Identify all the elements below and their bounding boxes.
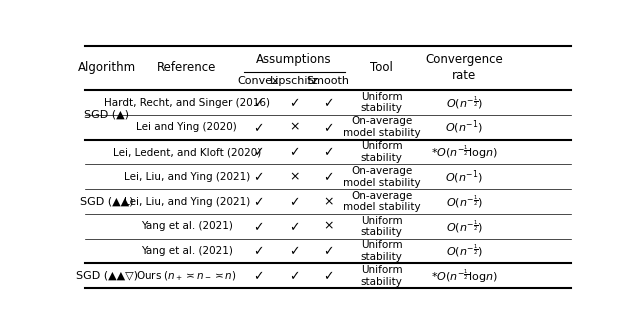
Text: $\checkmark$: $\checkmark$: [289, 220, 300, 233]
Text: $\checkmark$: $\checkmark$: [289, 195, 300, 208]
Text: Assumptions: Assumptions: [255, 53, 331, 65]
Text: SGD (▲▲▽): SGD (▲▲▽): [76, 271, 138, 281]
Text: $\checkmark$: $\checkmark$: [323, 244, 333, 258]
Text: $\times$: $\times$: [323, 220, 333, 233]
Text: $O(n^{-\frac{1}{2}})$: $O(n^{-\frac{1}{2}})$: [445, 243, 483, 260]
Text: $\checkmark$: $\checkmark$: [253, 145, 264, 159]
Text: $\checkmark$: $\checkmark$: [289, 244, 300, 258]
Text: $O(n^{-1})$: $O(n^{-1})$: [445, 118, 483, 136]
Text: Lei and Ying (2020): Lei and Ying (2020): [136, 122, 237, 132]
Text: $\checkmark$: $\checkmark$: [323, 96, 333, 109]
Text: On-average
model stability: On-average model stability: [343, 166, 420, 188]
Text: $\checkmark$: $\checkmark$: [323, 121, 333, 134]
Text: $O(n^{-\frac{1}{2}})$: $O(n^{-\frac{1}{2}})$: [445, 94, 483, 111]
Text: Lei, Liu, and Ying (2021): Lei, Liu, and Ying (2021): [124, 172, 250, 182]
Text: $\checkmark$: $\checkmark$: [289, 269, 300, 282]
Text: Reference: Reference: [157, 62, 216, 74]
Text: $O(n^{-1})$: $O(n^{-1})$: [445, 168, 483, 186]
Text: Uniform
stability: Uniform stability: [360, 92, 403, 113]
Text: Lipschitz: Lipschitz: [270, 76, 319, 86]
Text: $\checkmark$: $\checkmark$: [253, 244, 264, 258]
Text: Yang et al. (2021): Yang et al. (2021): [141, 221, 232, 231]
Text: $\checkmark$: $\checkmark$: [253, 96, 264, 109]
Text: $\checkmark$: $\checkmark$: [253, 220, 264, 233]
Text: $\checkmark$: $\checkmark$: [253, 121, 264, 134]
Text: Hardt, Recht, and Singer (2016): Hardt, Recht, and Singer (2016): [104, 97, 269, 108]
Text: Uniform
stability: Uniform stability: [360, 141, 403, 163]
Text: $*O(n^{-\frac{1}{2}}\mathrm{log}n)$: $*O(n^{-\frac{1}{2}}\mathrm{log}n)$: [431, 143, 498, 161]
Text: $\times$: $\times$: [289, 170, 300, 183]
Text: $\times$: $\times$: [323, 195, 333, 208]
Text: $\checkmark$: $\checkmark$: [323, 170, 333, 183]
Text: $\checkmark$: $\checkmark$: [323, 145, 333, 159]
Text: SGD (▲▲): SGD (▲▲): [80, 197, 134, 207]
Text: Uniform
stability: Uniform stability: [360, 265, 403, 287]
Text: $\checkmark$: $\checkmark$: [253, 269, 264, 282]
Text: Yang et al. (2021): Yang et al. (2021): [141, 246, 232, 256]
Text: Ours $(n_+ \asymp n_- \asymp n)$: Ours $(n_+ \asymp n_- \asymp n)$: [136, 269, 237, 283]
Text: Lei, Ledent, and Kloft (2020): Lei, Ledent, and Kloft (2020): [113, 147, 260, 157]
Text: $O(n^{-\frac{1}{2}})$: $O(n^{-\frac{1}{2}})$: [445, 218, 483, 235]
Text: On-average
model stability: On-average model stability: [343, 191, 420, 213]
Text: Uniform
stability: Uniform stability: [360, 240, 403, 262]
Text: Lei, Liu, and Ying (2021): Lei, Liu, and Ying (2021): [124, 197, 250, 207]
Text: Convex: Convex: [238, 76, 279, 86]
Text: Uniform
stability: Uniform stability: [360, 215, 403, 237]
Text: On-average
model stability: On-average model stability: [343, 116, 420, 138]
Text: $\times$: $\times$: [289, 121, 300, 134]
Text: $\checkmark$: $\checkmark$: [289, 145, 300, 159]
Text: Convergence
rate: Convergence rate: [426, 54, 503, 83]
Text: SGD (▲): SGD (▲): [84, 110, 129, 120]
Text: $\checkmark$: $\checkmark$: [323, 269, 333, 282]
Text: Smooth: Smooth: [307, 76, 349, 86]
Text: $\checkmark$: $\checkmark$: [253, 195, 264, 208]
Text: Tool: Tool: [370, 62, 393, 74]
Text: $*O(n^{-\frac{1}{2}}\mathrm{log}n)$: $*O(n^{-\frac{1}{2}}\mathrm{log}n)$: [431, 267, 498, 285]
Text: Algorithm: Algorithm: [77, 62, 136, 74]
Text: $O(n^{-\frac{1}{2}})$: $O(n^{-\frac{1}{2}})$: [445, 193, 483, 210]
Text: $\checkmark$: $\checkmark$: [253, 170, 264, 183]
Text: $\checkmark$: $\checkmark$: [289, 96, 300, 109]
